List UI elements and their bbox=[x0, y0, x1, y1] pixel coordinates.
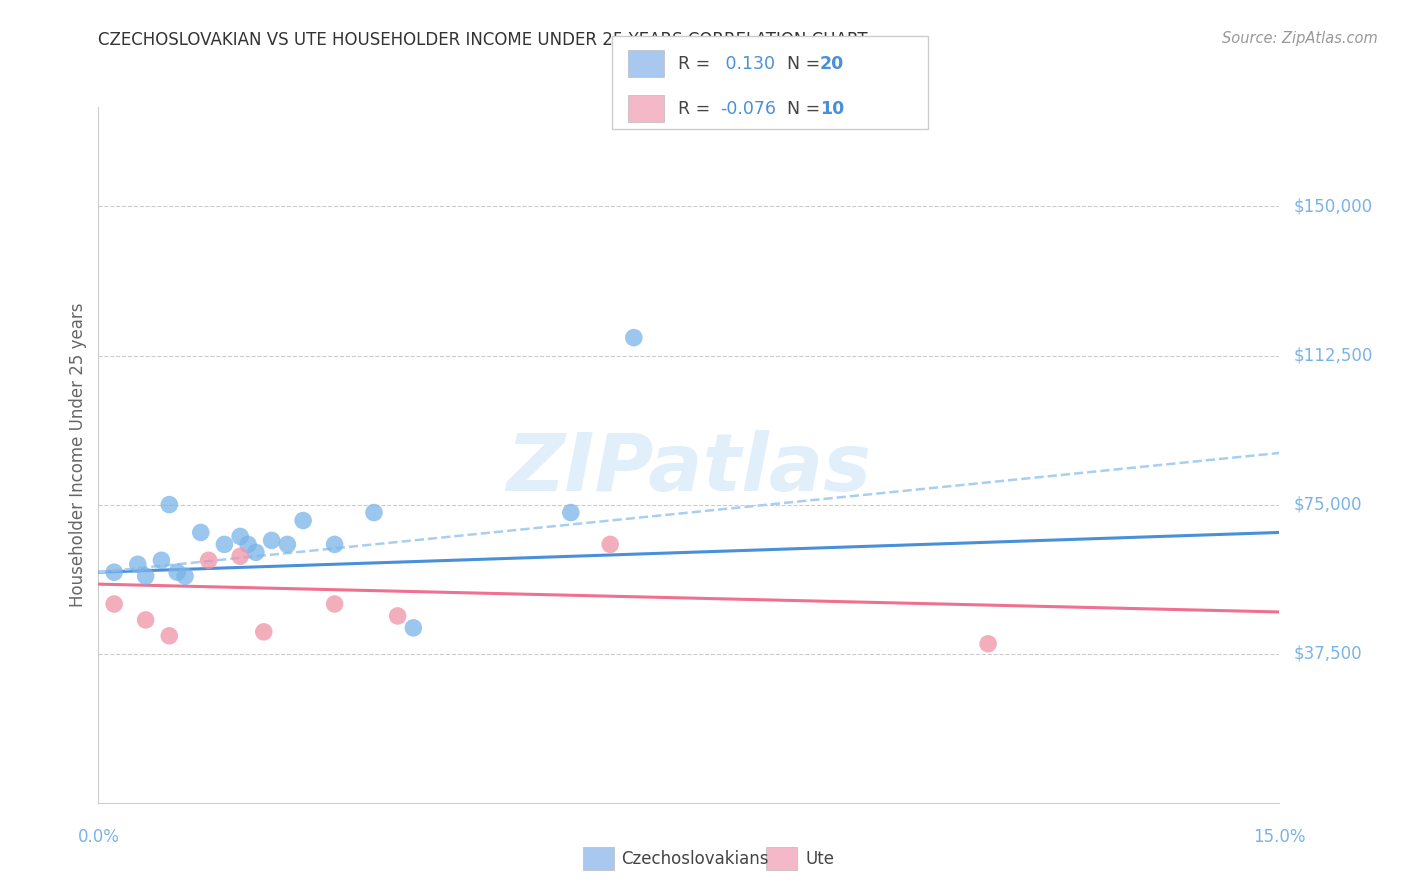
Point bbox=[103, 597, 125, 611]
Point bbox=[229, 549, 252, 564]
Point bbox=[623, 331, 645, 345]
Point bbox=[977, 637, 1000, 651]
Text: R =: R = bbox=[678, 100, 716, 118]
Text: $150,000: $150,000 bbox=[1294, 197, 1372, 216]
Point bbox=[190, 525, 212, 540]
Point bbox=[276, 537, 298, 551]
Text: 15.0%: 15.0% bbox=[1253, 828, 1306, 846]
Point bbox=[599, 537, 621, 551]
Text: N =: N = bbox=[776, 100, 825, 118]
Text: Czechoslovakians: Czechoslovakians bbox=[621, 850, 769, 868]
Point bbox=[174, 569, 197, 583]
Point bbox=[323, 597, 346, 611]
Point bbox=[197, 553, 219, 567]
Point bbox=[292, 514, 315, 528]
Point bbox=[229, 529, 252, 543]
Text: 0.0%: 0.0% bbox=[77, 828, 120, 846]
Point bbox=[402, 621, 425, 635]
Point bbox=[150, 553, 173, 567]
Point bbox=[323, 537, 346, 551]
Text: $112,500: $112,500 bbox=[1294, 346, 1372, 365]
Point bbox=[127, 558, 149, 572]
Text: CZECHOSLOVAKIAN VS UTE HOUSEHOLDER INCOME UNDER 25 YEARS CORRELATION CHART: CZECHOSLOVAKIAN VS UTE HOUSEHOLDER INCOM… bbox=[98, 31, 868, 49]
Text: N =: N = bbox=[776, 54, 825, 73]
Text: ZIPatlas: ZIPatlas bbox=[506, 430, 872, 508]
Text: 20: 20 bbox=[820, 54, 844, 73]
Point bbox=[166, 565, 188, 579]
Point bbox=[135, 569, 157, 583]
Point bbox=[214, 537, 236, 551]
Point bbox=[560, 506, 582, 520]
Point bbox=[157, 498, 180, 512]
Y-axis label: Householder Income Under 25 years: Householder Income Under 25 years bbox=[69, 302, 87, 607]
Text: Source: ZipAtlas.com: Source: ZipAtlas.com bbox=[1222, 31, 1378, 46]
Point bbox=[253, 624, 276, 639]
Point bbox=[245, 545, 267, 559]
Text: R =: R = bbox=[678, 54, 716, 73]
Point bbox=[103, 565, 125, 579]
Text: 0.130: 0.130 bbox=[720, 54, 775, 73]
Point bbox=[236, 537, 259, 551]
Text: $75,000: $75,000 bbox=[1294, 496, 1362, 514]
Point bbox=[387, 609, 409, 624]
Text: 10: 10 bbox=[820, 100, 844, 118]
Text: Ute: Ute bbox=[806, 850, 835, 868]
Point bbox=[135, 613, 157, 627]
Text: $37,500: $37,500 bbox=[1294, 645, 1362, 663]
Point bbox=[260, 533, 283, 548]
Point bbox=[157, 629, 180, 643]
Text: -0.076: -0.076 bbox=[720, 100, 776, 118]
Point bbox=[363, 506, 385, 520]
